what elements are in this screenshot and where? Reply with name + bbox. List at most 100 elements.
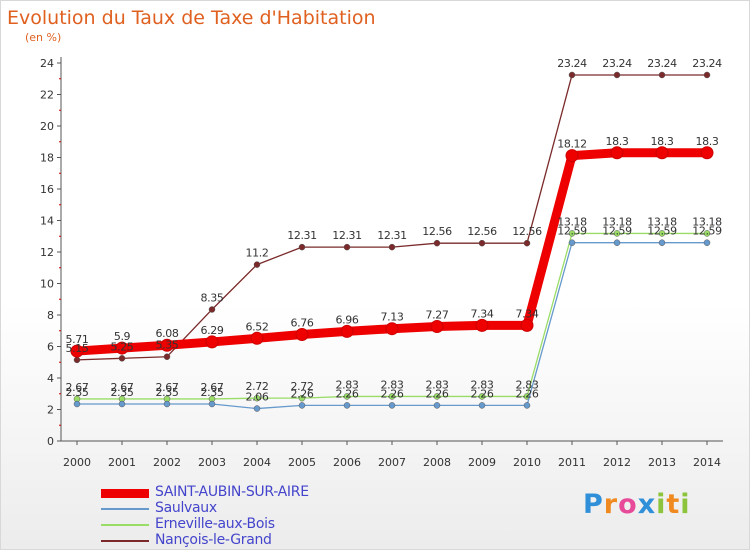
y-tick-label: 10 <box>40 278 54 291</box>
data-point <box>433 393 441 400</box>
x-tick-label: 2007 <box>378 456 406 469</box>
data-label: 5.25 <box>111 340 134 353</box>
x-tick-label: 2002 <box>153 456 181 469</box>
data-point <box>250 331 264 345</box>
y-tick-label: 8 <box>47 309 54 322</box>
data-label: 2.83 <box>471 378 494 391</box>
x-tick-label: 2013 <box>648 456 676 469</box>
data-label: 13.18 <box>602 215 632 228</box>
data-point <box>613 71 621 79</box>
data-point <box>253 261 261 268</box>
data-point <box>520 318 534 332</box>
data-point <box>160 338 174 352</box>
legend-swatch <box>101 488 149 498</box>
data-point <box>703 71 711 79</box>
data-point <box>343 402 351 409</box>
data-label: 2.72 <box>291 380 314 393</box>
data-point <box>298 243 306 251</box>
data-point <box>568 230 576 237</box>
data-point <box>478 239 486 247</box>
x-tick-label: 2010 <box>513 456 541 469</box>
data-point <box>655 146 669 160</box>
y-tick-label: 22 <box>40 89 54 102</box>
data-label: 11.2 <box>246 247 269 260</box>
data-point <box>610 146 624 160</box>
data-point <box>208 400 216 408</box>
data-point <box>478 402 486 409</box>
data-label: 23.24 <box>602 57 632 70</box>
data-point <box>433 239 441 247</box>
data-point <box>613 230 621 237</box>
data-label: 18.3 <box>606 135 629 148</box>
data-label: 13.18 <box>692 215 722 228</box>
data-label: 12.56 <box>512 225 542 238</box>
data-label: 12.59 <box>647 225 677 238</box>
data-point <box>340 324 354 338</box>
data-label: 2.35 <box>66 386 89 399</box>
y-tick-label: 16 <box>40 183 54 196</box>
y-tick-label: 24 <box>40 57 54 70</box>
logo-letter: r <box>603 489 619 520</box>
data-label: 2.83 <box>516 378 539 391</box>
data-label: 12.59 <box>692 225 722 238</box>
data-label: 6.08 <box>156 327 179 340</box>
data-point <box>523 402 531 409</box>
data-label: 2.83 <box>381 378 404 391</box>
legend-swatch <box>101 540 149 542</box>
data-label: 2.83 <box>336 378 359 391</box>
y-tick-label: 18 <box>40 152 54 165</box>
chart-subtitle: (en %) <box>25 31 62 44</box>
y-tick-label: 0 <box>47 435 54 448</box>
data-label: 12.31 <box>287 229 317 242</box>
data-point <box>430 319 444 333</box>
data-point <box>118 355 126 362</box>
data-label: 2.35 <box>201 386 224 399</box>
data-label: 5.35 <box>156 339 179 352</box>
data-label: 2.72 <box>246 380 269 393</box>
data-point <box>343 243 351 251</box>
data-label: 18.3 <box>696 135 719 148</box>
data-label: 23.24 <box>692 57 722 70</box>
x-tick-label: 2012 <box>603 456 631 469</box>
data-label: 18.12 <box>557 138 587 151</box>
data-label: 5.9 <box>114 330 131 343</box>
data-label: 7.13 <box>381 311 404 324</box>
data-label: 2.35 <box>156 386 179 399</box>
legend-item: Nançois-le-Grand <box>101 533 361 549</box>
data-point <box>385 322 399 336</box>
data-label: 2.26 <box>381 387 404 400</box>
data-point <box>388 393 396 400</box>
x-tick-label: 2005 <box>288 456 316 469</box>
data-point <box>295 328 309 342</box>
y-tick-label: 12 <box>40 246 54 259</box>
data-label: 2.26 <box>426 387 449 400</box>
legend-item: Erneville-aux-Bois <box>101 517 361 533</box>
data-point <box>658 239 666 246</box>
legend-item: SAINT-AUBIN-SUR-AIRE <box>101 485 361 501</box>
data-label: 2.06 <box>246 391 269 404</box>
data-label: 12.31 <box>377 229 407 242</box>
data-point <box>568 239 576 246</box>
data-point <box>523 239 531 247</box>
data-label: 2.26 <box>291 387 314 400</box>
x-tick-label: 2000 <box>63 456 91 469</box>
chart-title: Evolution du Taux de Taxe d'Habitation <box>7 7 376 29</box>
data-point <box>568 71 576 79</box>
data-label: 2.67 <box>111 381 134 394</box>
legend-item: Saulvaux <box>101 501 361 517</box>
data-point <box>205 335 219 349</box>
data-label: 18.3 <box>651 135 674 148</box>
data-label: 12.59 <box>557 225 587 238</box>
data-point <box>73 356 81 364</box>
data-point <box>703 239 711 246</box>
data-label: 2.67 <box>201 381 224 394</box>
data-point <box>658 71 666 79</box>
legend-label: Saulvaux <box>155 500 217 516</box>
data-label: 7.34 <box>471 307 494 320</box>
data-point <box>253 394 261 402</box>
data-label: 2.67 <box>66 381 89 394</box>
legend-swatch <box>101 508 149 510</box>
data-label: 12.56 <box>422 225 452 238</box>
data-label: 7.34 <box>516 307 539 320</box>
